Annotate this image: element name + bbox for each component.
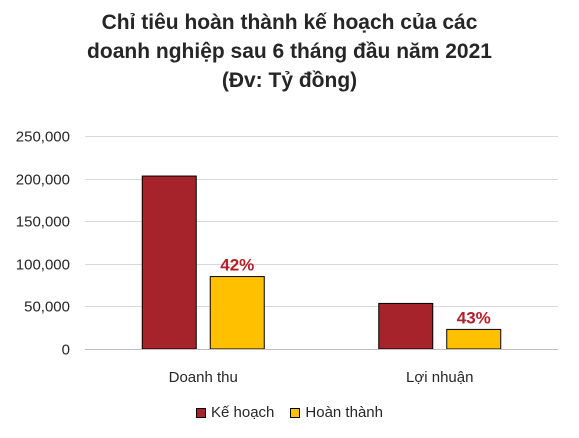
y-tick-label: 0: [62, 342, 70, 359]
legend-item-completed: Hoàn thành: [290, 404, 383, 421]
bar-completed-revenue: [209, 276, 265, 350]
legend: Kế hoạch Hoàn thành: [0, 404, 579, 421]
category-labels: Doanh thu Lợi nhuận: [169, 369, 474, 386]
bars: [141, 175, 502, 350]
legend-label-plan: Kế hoạch: [211, 404, 275, 421]
bar-plan-revenue: [141, 175, 197, 350]
data-label: 42%: [220, 256, 254, 275]
chart-title-line-1: Chỉ tiêu hoàn thành kế hoạch của các: [101, 11, 478, 34]
y-axis-ticks: 0 50,000 100,000 150,000 200,000 250,000: [16, 129, 70, 359]
data-label: 43%: [457, 308, 491, 327]
y-tick-label: 150,000: [16, 214, 70, 231]
legend-swatch-completed: [290, 407, 301, 418]
category-label: Lợi nhuận: [406, 369, 473, 386]
y-tick-label: 200,000: [16, 172, 70, 189]
chart-title-line-3: (Đv: Tỷ đồng): [221, 69, 358, 92]
data-labels: 42% 43%: [220, 256, 491, 328]
y-tick-label: 250,000: [16, 129, 70, 146]
category-label: Doanh thu: [169, 369, 238, 386]
bar-plan-profit: [378, 302, 434, 350]
legend-label-completed: Hoàn thành: [305, 404, 383, 421]
legend-swatch-plan: [196, 407, 207, 418]
legend-item-plan: Kế hoạch: [196, 404, 274, 421]
chart-title-line-2: doanh nghiệp sau 6 tháng đầu năm 2021: [87, 40, 492, 63]
chart-title: Chỉ tiêu hoàn thành kế hoạch của các doa…: [0, 8, 579, 95]
y-tick-label: 50,000: [24, 299, 70, 316]
bar-completed-profit: [446, 328, 502, 350]
y-tick-label: 100,000: [16, 257, 70, 274]
